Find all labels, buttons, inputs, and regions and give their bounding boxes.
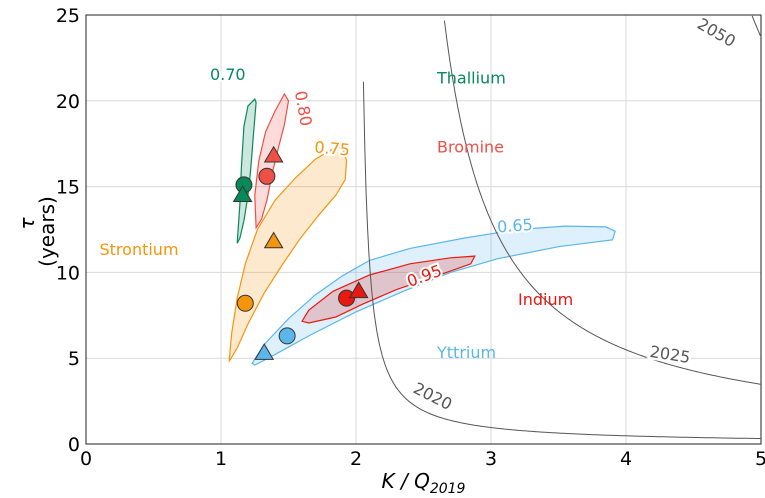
region-yttrium — [251, 225, 616, 366]
marker-circle-indium — [338, 289, 356, 307]
marker-triangle-strontium — [263, 231, 284, 249]
x-tick-label: 4 — [620, 448, 632, 470]
region-strontium — [228, 146, 348, 362]
x-tick-label: 0 — [80, 448, 92, 470]
marker-triangle-bromine — [263, 145, 284, 163]
region-thallium — [236, 98, 257, 244]
y-axis-label-symbol: τ — [15, 217, 39, 230]
x-tick-label: 1 — [215, 448, 227, 470]
y-tick-label: 10 — [56, 262, 80, 284]
marker-triangle-thallium — [232, 185, 253, 202]
x-tick-label: 5 — [755, 448, 765, 470]
y-tick-label: 0 — [68, 434, 80, 456]
data-markers — [232, 145, 369, 360]
confidence-regions — [228, 92, 616, 366]
element-label-yttrium: Yttrium — [436, 343, 496, 362]
marker-triangle-yttrium — [254, 343, 275, 360]
x-tick-label: 3 — [485, 448, 497, 470]
iso-label-2025: 2025 — [648, 342, 691, 367]
element-label-bromine: Bromine — [437, 137, 504, 156]
element-label-strontium: Strontium — [100, 240, 179, 259]
level-label-bromine: 0.80 — [291, 89, 316, 127]
y-tick-label: 5 — [68, 348, 80, 370]
y-tick-label: 25 — [56, 5, 80, 27]
y-tick-label: 15 — [56, 177, 80, 199]
y-tick-label: 20 — [56, 91, 80, 113]
level-label-thallium: 0.70 — [210, 65, 246, 84]
annotation-labels: Thallium 0.70 Bromine 0.80 Strontium 0.75 Yttr… — [100, 63, 574, 362]
marker-circle-bromine — [258, 167, 276, 185]
plot-frame — [85, 14, 762, 445]
marker-circle-strontium — [236, 294, 254, 312]
grid — [85, 14, 762, 445]
iso-line-2025 — [443, 20, 761, 385]
element-label-thallium: Thallium — [436, 69, 506, 88]
level-label-yttrium: 0.65 — [496, 215, 533, 236]
element-label-indium: Indium — [518, 290, 573, 309]
x-axis-label: K / Q2019 — [382, 469, 466, 497]
y-axis-label-unit: (years) — [35, 196, 59, 267]
iso-line-2020 — [362, 81, 761, 439]
iso-label-2020: 2020 — [410, 378, 455, 413]
x-axis-label-main: K / Q — [382, 469, 430, 493]
level-label-strontium: 0.75 — [314, 138, 351, 160]
x-tick-label: 2 — [350, 448, 362, 470]
x-axis-label-sub: 2019 — [430, 481, 466, 497]
iso-label-2050: 2050 — [694, 14, 739, 51]
iso-line-2050 — [751, 15, 761, 36]
marker-triangle-indium — [348, 281, 369, 299]
marker-circle-yttrium — [278, 327, 296, 345]
